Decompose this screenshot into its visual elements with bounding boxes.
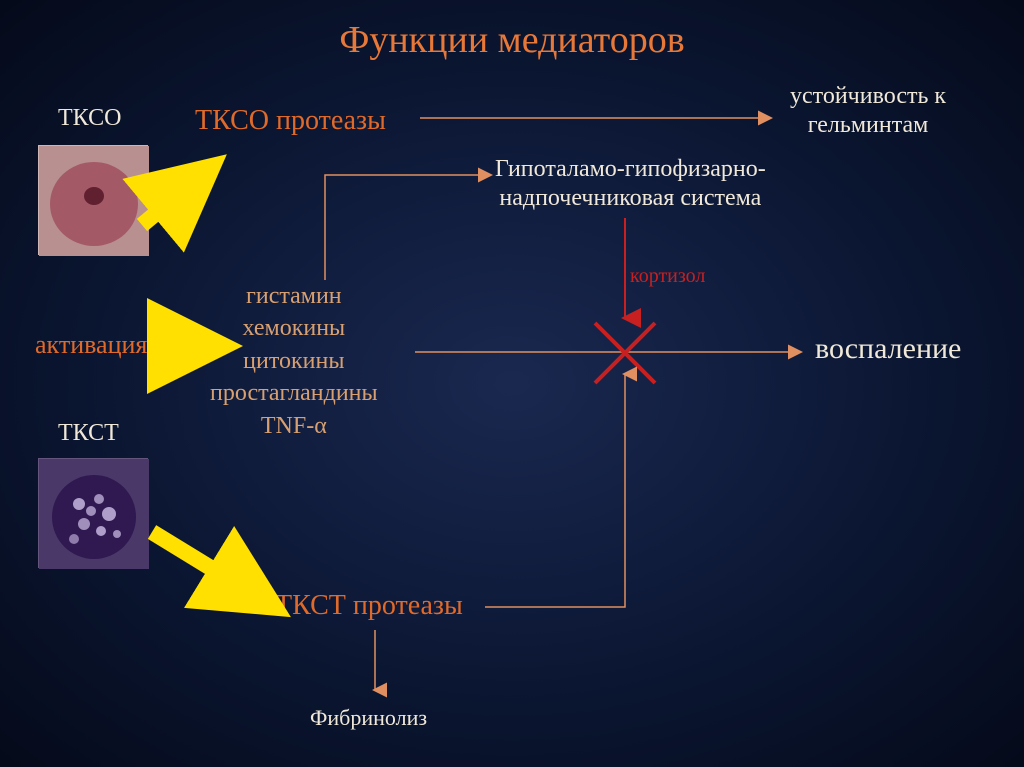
cortisol-label: кортизол: [630, 265, 705, 288]
tkso-proteases-label: ТКСО протеазы: [195, 105, 386, 137]
mediator-chemokines: хемокины: [210, 312, 378, 344]
tkst-cell-image: [38, 458, 148, 568]
mediators-block: гистамин хемокины цитокины простагландин…: [210, 280, 378, 442]
arrow-proteases-to-fibrinolysis: [360, 630, 390, 705]
tkso-label: ТКСО: [58, 105, 121, 132]
arrow-tkso-to-proteases: [130, 165, 220, 255]
tkst-proteases-label: ТКСТ протеазы: [275, 590, 463, 622]
mediator-tnfa: TNF-α: [210, 410, 378, 442]
inflammation-label: воспаление: [815, 332, 961, 366]
tkst-label: ТКСТ: [58, 420, 119, 447]
arrow-proteases-to-helminth: [420, 108, 790, 128]
arrow-activation: [155, 328, 215, 368]
arrow-tkst-to-proteases: [140, 520, 280, 620]
mediator-prostaglandins: простагландины: [210, 377, 378, 409]
arrow-mediators-to-hpa: [320, 160, 600, 300]
mediator-cytokines: цитокины: [210, 345, 378, 377]
activation-label: активация: [35, 330, 147, 360]
arrow-cortisol-down: [610, 218, 640, 333]
fibrinolysis-label: Фибринолиз: [310, 705, 427, 731]
arrow-tkst-proteases-up: [480, 362, 680, 612]
helminth-label: устойчивость к гельминтам: [790, 82, 946, 140]
helminth-line1: устойчивость к гельминтам: [790, 83, 946, 138]
slide-root: Функции медиаторов ТКСО ТКСО протеазы ус…: [0, 0, 1024, 767]
slide-title: Функции медиаторов: [0, 18, 1024, 62]
